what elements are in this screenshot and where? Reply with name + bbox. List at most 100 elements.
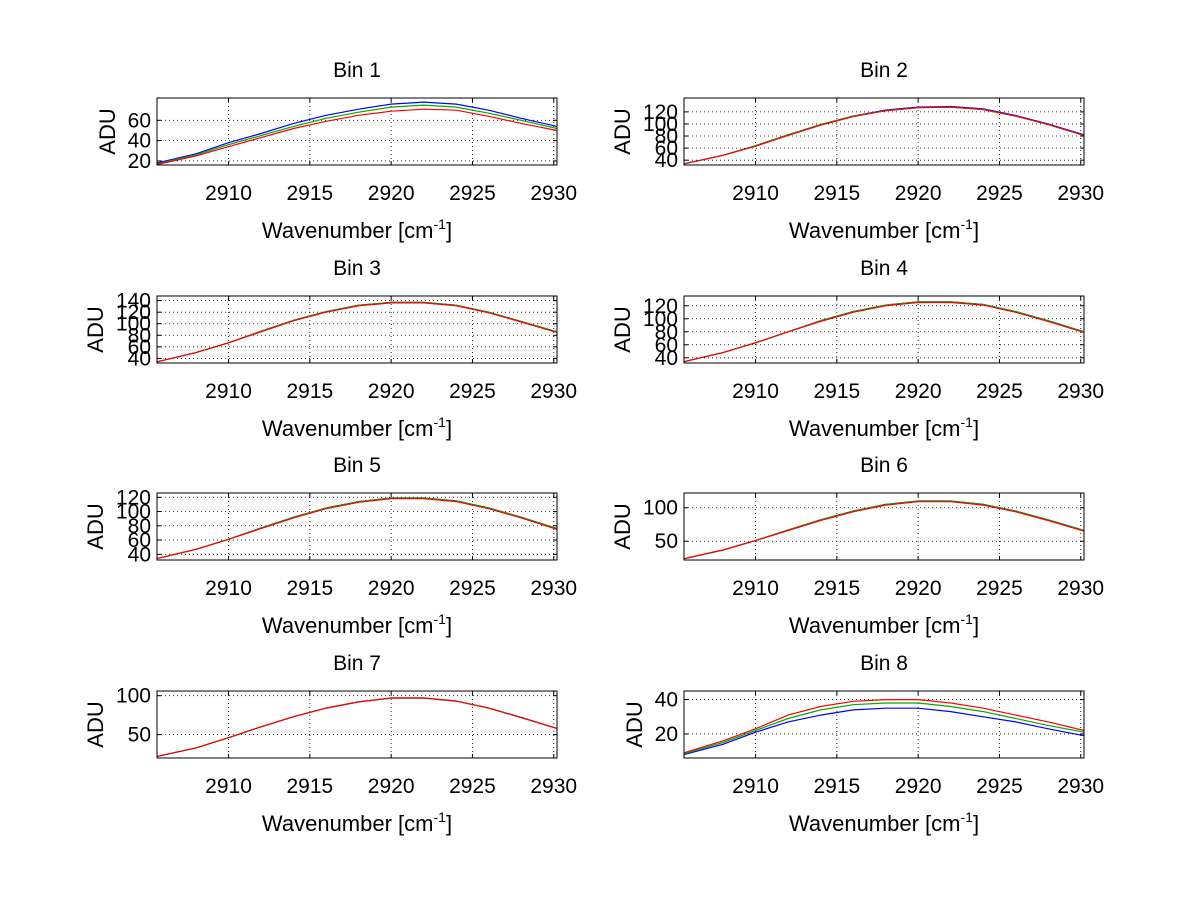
x-axis-label: Wavenumber [cm-1] [789,216,979,243]
y-tick-label: 40 [128,543,151,566]
x-tick-label: 2930 [530,380,577,403]
subplot-title: Bin 4 [860,257,908,280]
y-axis-label: ADU [83,306,108,352]
x-axis-label-text: Wavenumber [cm [789,613,961,638]
x-tick-label: 2915 [286,380,333,403]
series-line-1 [156,101,558,164]
x-axis-label: Wavenumber [cm-1] [262,809,452,836]
x-tick-label: 2930 [530,577,577,600]
x-tick-label: 2930 [530,182,577,205]
x-tick-label: 2915 [813,182,860,205]
x-tick-label: 2915 [286,182,333,205]
y-tick-label: 100 [643,308,678,331]
y-axis-label: ADU [622,701,647,747]
axes-box [156,295,558,364]
x-tick-label: 2930 [530,775,577,798]
x-tick-label: 2925 [449,775,496,798]
subplot-title: Bin 7 [333,652,381,675]
x-axis-label: Wavenumber [cm-1] [262,216,452,243]
series-line-3 [683,698,1085,754]
subplot-bin-8: 2910 2915 2920 2925 2930 20 40 Bin 8 Wavenumber … [622,652,1104,836]
x-tick-label: 2920 [895,380,942,403]
x-tick-label: 2910 [205,577,252,600]
x-axis-label-superscript: -1 [434,611,447,627]
x-tick-label: 2910 [732,577,779,600]
x-tick-label: 2910 [732,182,779,205]
plot-area [157,493,557,560]
y-tick-label: 50 [128,724,151,747]
subplot-bin-7: 2910 2915 2920 2925 2930 50 100 Bin 7 Wavenumber… [83,652,577,836]
subplot-title: Bin 1 [333,59,381,82]
x-tick-label: 2930 [1057,380,1104,403]
x-axis-label-text: Wavenumber [cm [262,613,434,638]
y-tick-label: 100 [116,313,151,336]
y-tick-label: 120 [116,301,151,324]
y-tick-label: 120 [643,101,678,124]
x-tick-label: 2915 [813,577,860,600]
plot-area [684,98,1084,165]
x-tick-label: 2920 [895,182,942,205]
x-axis-label-text: Wavenumber [cm [262,416,434,441]
x-tick-label: 2915 [813,775,860,798]
x-tick-label: 2920 [895,577,942,600]
y-tick-label: 100 [116,501,151,524]
y-axis-label: ADU [610,503,635,549]
y-tick-label: 40 [128,130,151,153]
y-tick-label: 120 [116,486,151,509]
y-tick-label: 40 [655,149,678,172]
series-line-2 [156,104,558,165]
subplot-title: Bin 2 [860,59,908,82]
x-tick-label: 2910 [205,380,252,403]
y-tick-label: 100 [116,685,151,708]
plot-area [157,98,557,165]
x-axis-label-close: ] [973,416,979,441]
x-tick-label: 2920 [368,380,415,403]
y-axis-label: ADU [83,503,108,549]
x-tick-label: 2925 [976,775,1023,798]
x-axis-label-superscript: -1 [434,809,447,825]
x-tick-label: 2925 [449,182,496,205]
y-tick-label: 60 [128,529,151,552]
x-axis-label: Wavenumber [cm-1] [789,809,979,836]
x-axis-label: Wavenumber [cm-1] [789,611,979,638]
x-tick-label: 2920 [895,775,942,798]
x-tick-label: 2910 [205,182,252,205]
x-axis-label-text: Wavenumber [cm [262,218,434,243]
x-tick-label: 2910 [205,775,252,798]
series-line-3 [683,501,1085,560]
x-axis-label-superscript: -1 [961,611,974,627]
series-line-1 [683,707,1085,756]
x-tick-label: 2910 [732,775,779,798]
x-axis-label-superscript: -1 [961,216,974,232]
x-tick-label: 2920 [368,182,415,205]
x-tick-label: 2915 [813,380,860,403]
subplot-title: Bin 8 [860,652,908,675]
axes-box [683,97,1085,166]
y-axis-label: ADU [95,108,120,154]
x-axis-label-text: Wavenumber [cm [789,416,961,441]
y-tick-label: 40 [655,347,678,370]
x-axis-label-text: Wavenumber [cm [789,218,961,243]
x-axis-label-superscript: -1 [961,809,974,825]
subplot-title: Bin 6 [860,454,908,477]
y-tick-label: 20 [655,723,678,746]
x-axis-label-close: ] [973,811,979,836]
y-tick-label: 80 [655,321,678,344]
y-tick-label: 60 [128,336,151,359]
subplot-title: Bin 3 [333,257,381,280]
series-line-3 [683,106,1085,165]
axes-box [156,690,558,759]
x-tick-label: 2930 [1057,577,1104,600]
series-line-3 [156,697,558,757]
y-tick-label: 80 [128,324,151,347]
x-axis-label-superscript: -1 [434,414,447,430]
x-tick-label: 2930 [1057,775,1104,798]
x-axis-label-close: ] [446,613,452,638]
x-tick-label: 2925 [449,577,496,600]
plot-area [684,493,1084,560]
